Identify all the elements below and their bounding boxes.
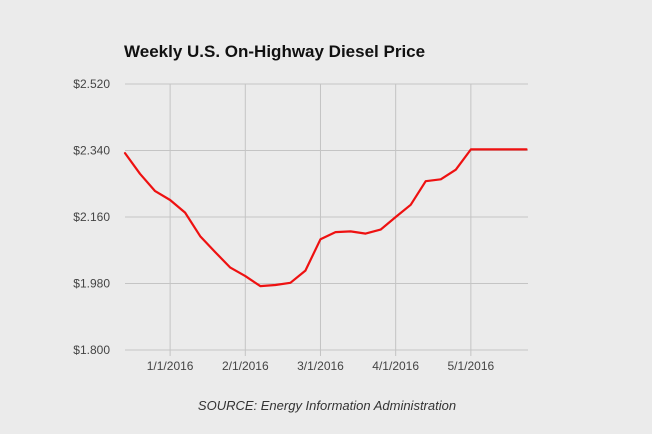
x-tick-label: 3/1/2016: [297, 359, 344, 373]
series-layer: [123, 148, 528, 288]
y-tick-label: $1.800: [73, 343, 110, 357]
y-tick-label: $2.160: [73, 210, 110, 224]
y-tick-label: $1.980: [73, 277, 110, 291]
x-tick-label: 5/1/2016: [447, 359, 494, 373]
series-line: [123, 148, 528, 288]
axis-layer: $2.520 $2.340 $2.160 $1.980 $1.800 1/1/2016 2/…: [73, 77, 494, 373]
x-tick-label: 1/1/2016: [147, 359, 194, 373]
y-tick-label: $2.340: [73, 144, 110, 158]
grid-layer: [125, 83, 528, 356]
chart-title: Weekly U.S. On-Highway Diesel Price: [124, 42, 425, 61]
source-note: SOURCE: Energy Information Administratio…: [198, 398, 456, 413]
y-tick-label: $2.520: [73, 77, 110, 91]
x-tick-label: 4/1/2016: [372, 359, 419, 373]
x-tick-label: 2/1/2016: [222, 359, 269, 373]
